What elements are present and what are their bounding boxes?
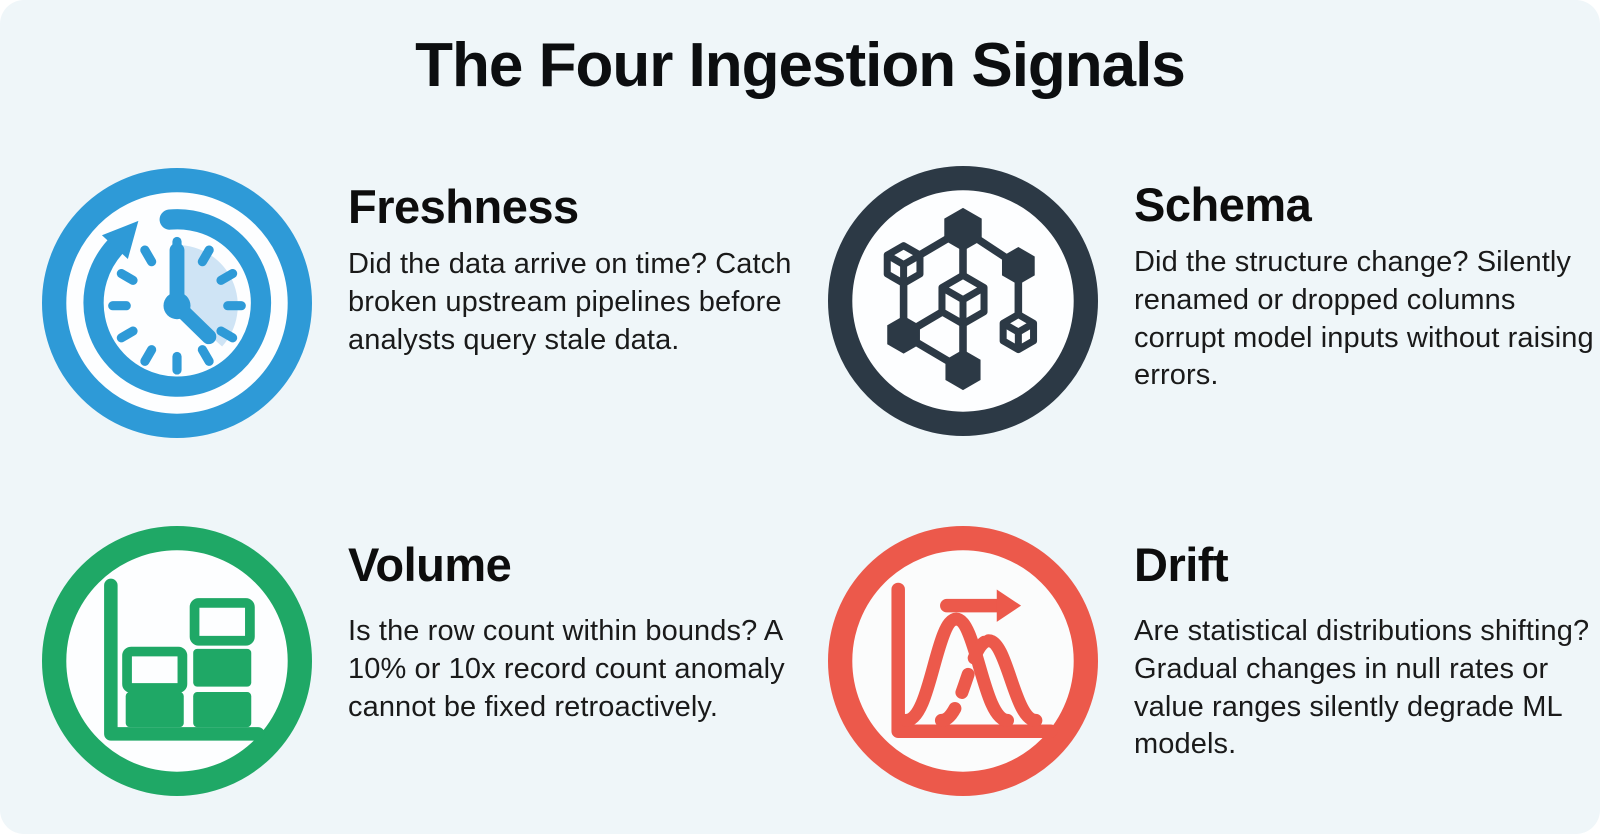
signal-title-drift: Drift xyxy=(1134,538,1229,591)
signal-description-drift: Are statistical distributions shifting? … xyxy=(1134,615,1590,761)
bar-chart-boxes-icon xyxy=(42,526,312,796)
signal-card-volume: Volume Is the row count within bounds? A… xyxy=(42,526,793,796)
signal-description-volume: Is the row count within bounds? A 10% or… xyxy=(348,615,785,723)
signal-description-freshness: Did the data arrive on time? Catch broke… xyxy=(348,248,792,356)
signal-card-schema: Schema Did the structure change? Silentl… xyxy=(828,166,1600,436)
signal-description-schema: Did the structure change? Silently renam… xyxy=(1134,246,1594,392)
signal-title-schema: Schema xyxy=(1134,178,1312,231)
distribution-shift-icon xyxy=(828,526,1098,796)
signal-card-freshness: Freshness Did the data arrive on time? C… xyxy=(42,168,793,438)
network-cubes-icon xyxy=(828,166,1098,436)
page-title: The Four Ingestion Signals xyxy=(415,31,1186,100)
clock-history-icon xyxy=(42,168,312,438)
signal-title-volume: Volume xyxy=(348,538,512,591)
signal-card-drift: Drift Are statistical distributions shif… xyxy=(828,526,1600,796)
signal-title-freshness: Freshness xyxy=(348,180,579,233)
